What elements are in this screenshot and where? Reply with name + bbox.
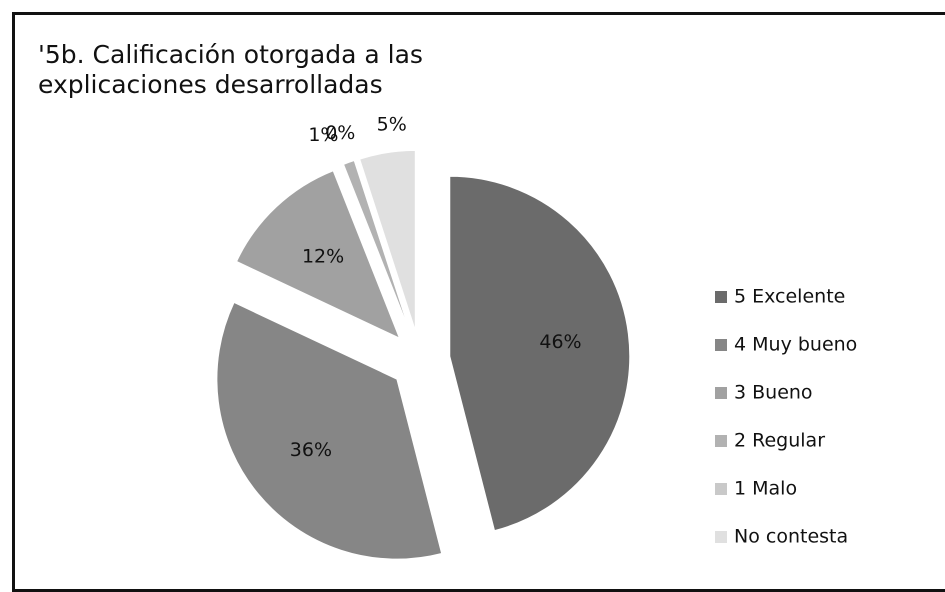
pie-slice [235,170,401,340]
legend-swatch [715,531,727,543]
data-label: 1% [308,124,338,146]
pie-slice [342,159,411,332]
page: 46% 36% 12% 1% 0% 5% 5 Excelente 4 Muy bueno 3 B… [12,12,945,592]
pie-slice [216,301,443,560]
pie-slice [359,149,416,331]
legend-label: 5 Excelente [734,286,845,308]
legend-label: 1 Malo [734,478,797,500]
chart-title: '5b. Calificación otorgada a las explica… [38,40,423,99]
data-label: 36% [290,439,332,461]
data-label: 46% [539,331,581,353]
legend-label: 3 Bueno [734,382,813,404]
legend-swatch [715,387,727,399]
data-label: 12% [302,245,344,267]
legend-swatch [715,483,727,495]
legend-swatch [715,291,727,303]
legend-label: 4 Muy bueno [734,334,857,356]
pie-slice [449,175,631,532]
data-label: 0% [325,122,355,144]
legend-label: No contesta [734,526,848,548]
legend-swatch [715,339,727,351]
data-label: 5% [377,113,407,135]
chart: 46% 36% 12% 1%0% 5% 5 Excelente 4 Muy bueno 3 B… [216,113,857,560]
legend-label: 2 Regular [734,430,825,452]
legend-swatch [715,435,727,447]
